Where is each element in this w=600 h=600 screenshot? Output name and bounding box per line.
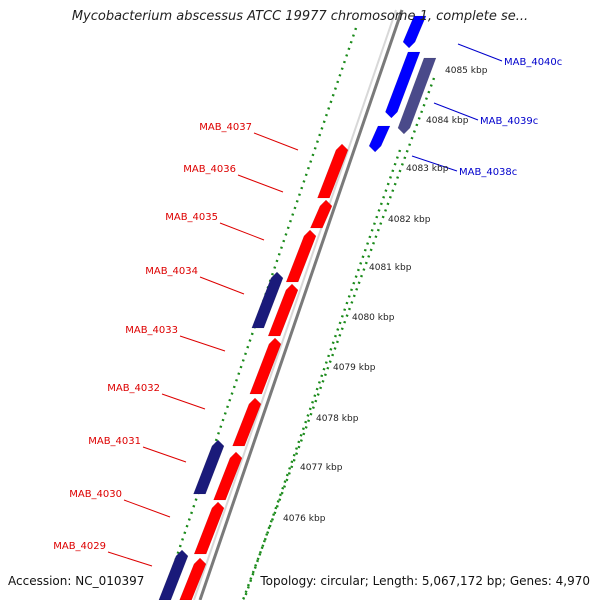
- gene-block-mab-4029-dark: [158, 549, 189, 600]
- scale-label-4084-kbp: 4084 kbp: [426, 116, 469, 126]
- gene-block-mab-4034-fwd: [267, 283, 299, 337]
- gene-block-mab-4038c: [368, 125, 391, 153]
- scale-label-4082-kbp: 4082 kbp: [388, 215, 431, 225]
- gene-label-mab-4037: MAB_4037: [199, 122, 252, 133]
- scale-label-4077-kbp: 4077 kbp: [300, 463, 343, 473]
- leader-line-mab-4036: [237, 174, 284, 193]
- gene-block-mab-4032: [232, 397, 262, 447]
- scale-label-4085-kbp: 4085 kbp: [445, 66, 488, 76]
- scale-label-4076-kbp: 4076 kbp: [283, 514, 326, 524]
- gene-label-mab-4032: MAB_4032: [107, 383, 160, 394]
- leader-line-mab-4030: [123, 499, 171, 518]
- leader-line-mab-4032: [161, 393, 206, 410]
- gene-block-mab-4040c: [402, 15, 427, 49]
- leader-line-mab-4040c: [457, 43, 503, 62]
- dotted-track-line-3: [242, 149, 402, 600]
- gene-label-mab-4040c: MAB_4040c: [504, 57, 562, 68]
- gene-label-mab-4030: MAB_4030: [69, 489, 122, 500]
- gene-block-mab-4039c-upper: [385, 51, 421, 119]
- gene-label-mab-4031: MAB_4031: [88, 436, 141, 447]
- scale-label-4083-kbp: 4083 kbp: [406, 164, 449, 174]
- gene-block-mab-4039c: [397, 57, 437, 135]
- leader-line-mab-4031: [142, 446, 187, 463]
- dotted-track-line-2: [241, 77, 436, 600]
- leader-line-mab-4034: [199, 276, 245, 295]
- accession-label: Accession: NC_010397: [8, 574, 145, 588]
- gene-block-mab-4030: [193, 501, 225, 555]
- scale-label-4078-kbp: 4078 kbp: [316, 414, 359, 424]
- leader-line-mab-4039c: [433, 102, 479, 121]
- leader-line-mab-4037: [253, 132, 299, 151]
- gene-label-mab-4029: MAB_4029: [53, 541, 106, 552]
- gene-label-mab-4034: MAB_4034: [145, 266, 198, 277]
- leader-line-mab-4029: [107, 551, 153, 567]
- scale-label-4081-kbp: 4081 kbp: [369, 263, 412, 273]
- leader-line-mab-4035: [219, 222, 265, 241]
- gene-label-mab-4035: MAB_4035: [165, 212, 218, 223]
- gene-block-mab-4036: [310, 199, 333, 229]
- leader-line-mab-4033: [179, 335, 226, 352]
- scale-label-4079-kbp: 4079 kbp: [333, 363, 376, 373]
- gene-block-mab-4035: [285, 229, 317, 283]
- gene-label-mab-4036: MAB_4036: [183, 164, 236, 175]
- gene-label-mab-4039c: MAB_4039c: [480, 116, 538, 127]
- scale-label-4080-kbp: 4080 kbp: [352, 313, 395, 323]
- backbone-strand-outer: [198, 9, 404, 600]
- gene-block-mab-4031: [213, 451, 243, 501]
- gene-label-mab-4033: MAB_4033: [125, 325, 178, 336]
- gene-block-mab-4037: [317, 143, 349, 199]
- gene-block-mab-4034: [251, 271, 284, 329]
- gene-label-mab-4038c: MAB_4038c: [459, 167, 517, 178]
- gene-block-mab-4033: [249, 337, 282, 395]
- map-title: Mycobacterium abscessus ATCC 19977 chrom…: [71, 9, 529, 24]
- backbone-strand-inner: [193, 9, 397, 600]
- leader-line-mab-4038c: [411, 155, 458, 172]
- gene-block-mab-4031-dark: [193, 439, 225, 495]
- gene-block-mab-4029: [179, 557, 207, 600]
- genome-summary: Topology: circular; Length: 5,067,172 bp…: [260, 574, 590, 588]
